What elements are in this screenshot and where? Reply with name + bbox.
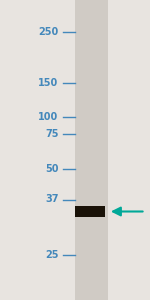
Bar [75, 0, 108, 300]
Text: 250: 250 [38, 27, 58, 38]
Bar [75, 206, 105, 217]
Text: 37: 37 [45, 194, 58, 205]
Text: 150: 150 [38, 77, 58, 88]
Text: 100: 100 [38, 112, 58, 122]
Text: 75: 75 [45, 128, 58, 139]
Text: 50: 50 [45, 164, 58, 175]
Text: 25: 25 [45, 250, 58, 260]
